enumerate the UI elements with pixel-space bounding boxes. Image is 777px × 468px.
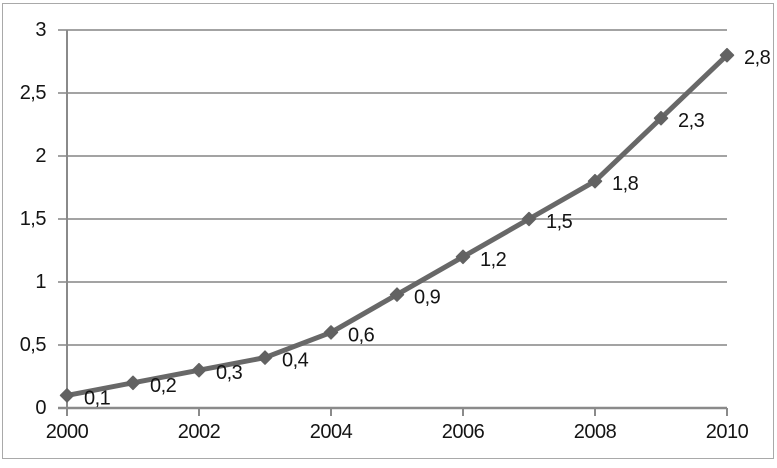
x-tick-label: 2010 <box>706 421 749 443</box>
data-point-marker <box>521 211 537 227</box>
y-tick-label: 3 <box>35 19 46 41</box>
y-tick-label: 2,5 <box>20 82 47 104</box>
y-tick-label: 1 <box>35 271 46 293</box>
data-point-marker <box>587 173 603 189</box>
data-point-marker <box>59 388 75 403</box>
data-point-marker <box>719 47 735 63</box>
y-tick-label: 0,5 <box>20 334 47 356</box>
x-tick-label: 2004 <box>310 421 353 443</box>
y-tick-label: 2 <box>35 145 46 167</box>
data-label: 0,4 <box>282 350 309 372</box>
data-label: 0,3 <box>216 362 243 384</box>
x-tick-label: 2006 <box>442 421 485 443</box>
y-tick-label: 0 <box>35 397 46 419</box>
data-label: 1,8 <box>612 173 639 195</box>
data-point-marker <box>389 287 405 302</box>
data-label: 2,3 <box>678 110 705 132</box>
x-tick-label: 2008 <box>574 421 617 443</box>
data-label: 1,2 <box>480 249 507 271</box>
data-point-marker <box>125 375 141 391</box>
data-label: 2,8 <box>744 47 771 69</box>
data-label: 0,2 <box>150 375 177 397</box>
data-label: 0,9 <box>414 287 441 309</box>
data-label: 0,1 <box>84 387 111 409</box>
data-point-marker <box>455 249 471 265</box>
data-point-marker <box>191 362 207 378</box>
x-tick-label: 2000 <box>46 421 89 443</box>
data-label: 0,6 <box>348 324 375 346</box>
data-label: 1,5 <box>546 211 573 233</box>
x-tick-label: 2002 <box>178 421 221 443</box>
data-point-marker <box>257 350 273 365</box>
y-tick-label: 1,5 <box>20 208 47 230</box>
data-point-marker <box>653 110 669 126</box>
data-point-marker <box>323 325 339 340</box>
